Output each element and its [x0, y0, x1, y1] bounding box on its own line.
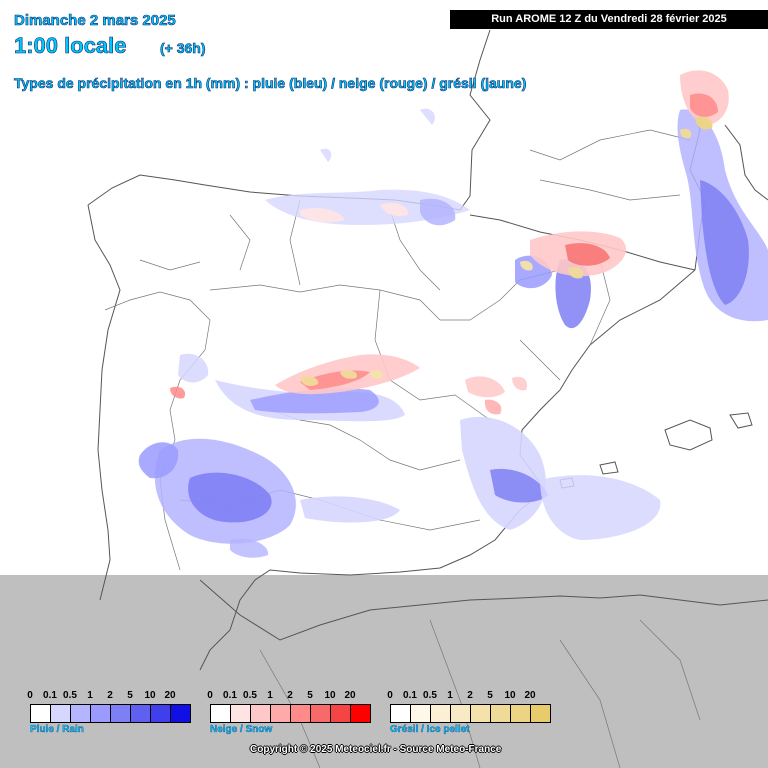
legend-tick: 0.1 — [403, 690, 417, 701]
legend-tick: 20 — [164, 690, 176, 701]
legend-ticks: 0 0.1 0.5 1 2 5 10 20 — [207, 690, 371, 702]
legend-swatches — [390, 704, 551, 723]
legend-swatch — [171, 705, 190, 722]
forecast-time: 1:00 locale — [14, 33, 127, 59]
legend-swatch — [291, 705, 311, 722]
legend-tick: 10 — [504, 690, 516, 701]
legend-ticks: 0 0.1 0.5 1 2 5 10 20 — [27, 690, 191, 702]
coastlines — [87, 29, 768, 671]
legend-ticks: 0 0.1 0.5 1 2 5 10 20 — [387, 690, 551, 702]
legend-tick: 2 — [287, 690, 293, 701]
legend-tick: 0 — [27, 690, 33, 701]
legend-label-snow: Neige / Snow — [210, 724, 273, 735]
legend-tick: 2 — [107, 690, 113, 701]
legend-swatch — [151, 705, 171, 722]
legend-swatch — [311, 705, 331, 722]
legend-swatch — [511, 705, 531, 722]
legend-tick: 0 — [387, 690, 393, 701]
legend-swatch — [391, 705, 411, 722]
legend-swatch — [231, 705, 251, 722]
legend-swatches — [210, 704, 371, 723]
legend-tick: 0.5 — [63, 690, 77, 701]
legend-tick: 0 — [207, 690, 213, 701]
sleet-areas — [300, 116, 713, 386]
forecast-lead-time: (+ 36h) — [160, 40, 206, 57]
legend-swatch — [211, 705, 231, 722]
legend-swatch — [491, 705, 511, 722]
legend-swatch — [51, 705, 71, 722]
legend-swatch — [31, 705, 51, 722]
legend-swatches — [30, 704, 191, 723]
legend-tick: 20 — [524, 690, 536, 701]
legend-tick: 5 — [127, 690, 133, 701]
legend-tick: 20 — [344, 690, 356, 701]
legend-swatch — [71, 705, 91, 722]
legend-tick: 0.1 — [223, 690, 237, 701]
forecast-date: Dimanche 2 mars 2025 — [14, 12, 176, 30]
legend-tick: 0.1 — [43, 690, 57, 701]
legend-label-rain: Pluie / Rain — [30, 724, 84, 735]
rain-areas — [138, 108, 768, 558]
legend-label-sleet: Grésil / Ice pellet — [390, 724, 470, 735]
legend-swatch — [471, 705, 491, 722]
legend-tick: 1 — [267, 690, 273, 701]
borders — [104, 129, 701, 768]
legend-tick: 5 — [307, 690, 313, 701]
legend-tick: 2 — [467, 690, 473, 701]
legend-swatch — [451, 705, 471, 722]
legend-swatch — [331, 705, 351, 722]
legend-snow: 0 0.1 0.5 1 2 5 10 20 Neige / Snow — [207, 690, 371, 735]
map-subtitle: Types de précipitation en 1h (mm) : plui… — [14, 75, 527, 92]
legend-swatch — [91, 705, 111, 722]
legend-swatch — [531, 705, 550, 722]
legend-tick: 1 — [447, 690, 453, 701]
legend-swatch — [271, 705, 291, 722]
copyright-notice: Copyright © 2025 Meteociel.fr - Source M… — [250, 744, 502, 755]
legend-swatch — [251, 705, 271, 722]
legend-swatch — [351, 705, 370, 722]
legend-swatch — [131, 705, 151, 722]
snow-areas — [170, 70, 729, 415]
legend-tick: 10 — [144, 690, 156, 701]
legend-tick: 0.5 — [423, 690, 437, 701]
legend-tick: 5 — [487, 690, 493, 701]
legend-sleet: 0 0.1 0.5 1 2 5 10 20 Grésil / Ice pelle… — [387, 690, 551, 735]
model-run-label: Run AROME 12 Z du Vendredi 28 février 20… — [450, 10, 768, 29]
legend-swatch — [111, 705, 131, 722]
legend-swatch — [411, 705, 431, 722]
legend-swatch — [431, 705, 451, 722]
legend-tick: 1 — [87, 690, 93, 701]
legend-tick: 0.5 — [243, 690, 257, 701]
outside-domain-area — [0, 575, 768, 768]
legend-rain: 0 0.1 0.5 1 2 5 10 20 Pluie / Rain — [27, 690, 191, 735]
legend-tick: 10 — [324, 690, 336, 701]
